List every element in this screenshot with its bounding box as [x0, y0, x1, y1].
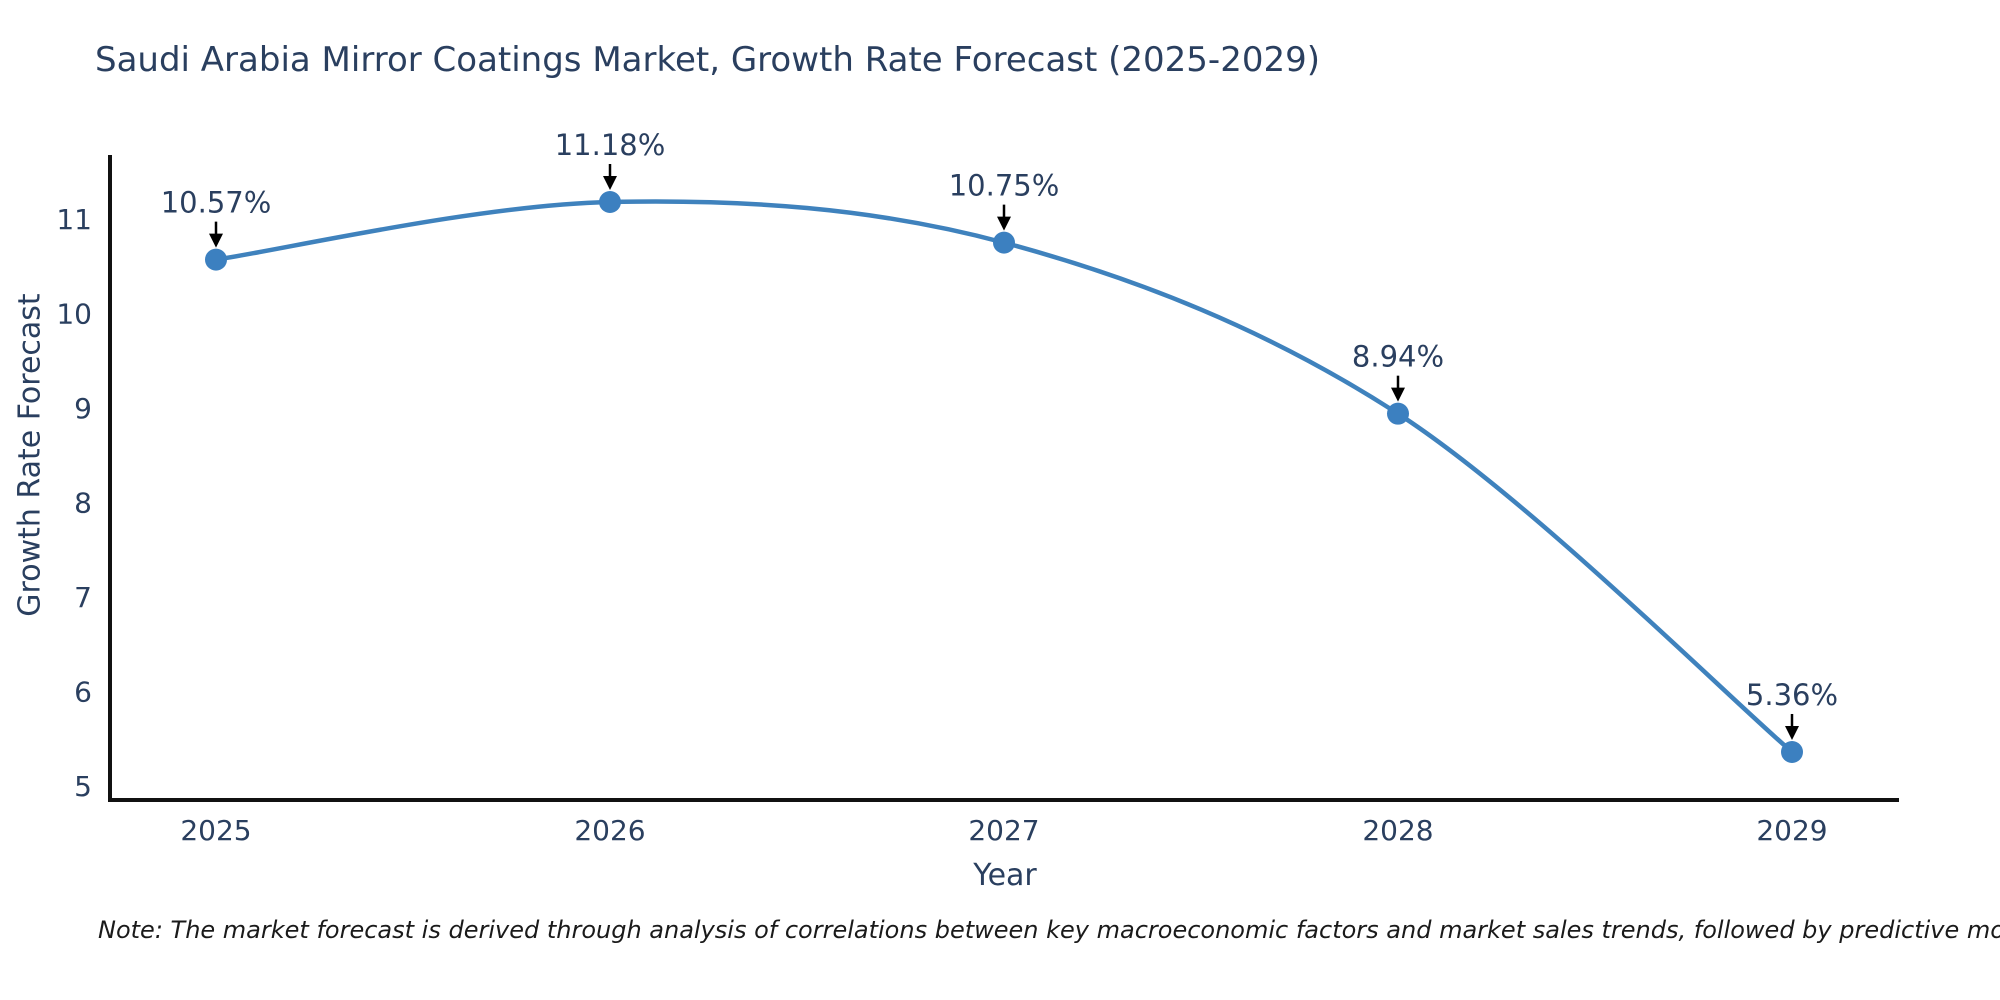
x-tick-label: 2029 — [1756, 814, 1827, 847]
data-point-2029 — [1781, 740, 1803, 763]
data-point-2026 — [599, 190, 621, 213]
annotation-arrow-head — [1391, 387, 1405, 402]
y-axis-title: Growth Rate Forecast — [12, 293, 48, 617]
data-point-2028 — [1387, 402, 1409, 425]
annotation-arrow-head — [603, 175, 617, 190]
point-annotation-label: 8.94% — [1352, 340, 1444, 374]
x-tick-label: 2028 — [1362, 814, 1433, 847]
footnote: Note: The market forecast is derived thr… — [98, 916, 2000, 944]
data-point-2027 — [993, 231, 1015, 254]
x-tick-label: 2025 — [180, 814, 251, 847]
y-tick-label: 8 — [74, 487, 92, 520]
y-tick-label: 7 — [74, 581, 92, 614]
point-annotation-label: 10.75% — [949, 169, 1060, 203]
forecast-line — [213, 199, 1795, 755]
chart-title: Saudi Arabia Mirror Coatings Market, Gro… — [95, 40, 1320, 80]
annotation-arrow-head — [209, 233, 223, 248]
x-tick-label: 2026 — [574, 814, 645, 847]
annotation-arrow-head — [1785, 725, 1799, 740]
point-annotation-label: 11.18% — [555, 128, 666, 162]
point-annotation-label: 10.57% — [161, 186, 272, 220]
point-annotation-label: 5.36% — [1746, 678, 1838, 712]
y-tick-label: 5 — [74, 770, 92, 803]
x-tick-label: 2027 — [968, 814, 1039, 847]
y-tick-label: 10 — [56, 298, 92, 331]
y-tick-label: 6 — [74, 676, 92, 709]
y-tick-label: 9 — [74, 392, 92, 425]
axis-lines — [108, 155, 1899, 802]
y-tick-label: 11 — [56, 203, 92, 236]
data-point-2025 — [205, 248, 227, 271]
x-axis-title: Year — [973, 858, 1037, 893]
annotation-arrow-head — [997, 216, 1011, 231]
